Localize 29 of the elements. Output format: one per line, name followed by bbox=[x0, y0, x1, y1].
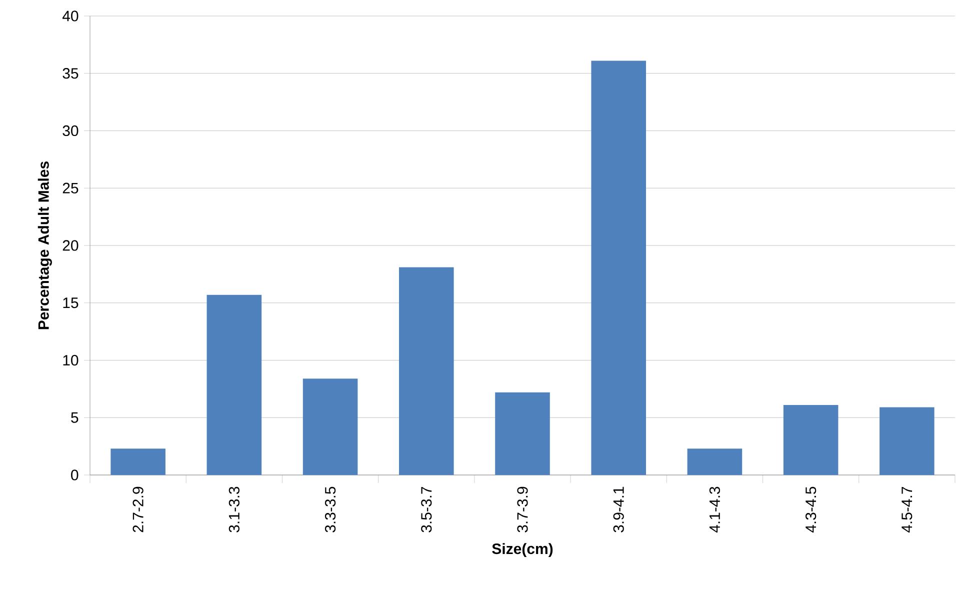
x-axis-title: Size(cm) bbox=[492, 543, 553, 558]
x-tick-label: 2.7-2.9 bbox=[132, 486, 144, 532]
y-tick-label: 10 bbox=[63, 354, 78, 366]
x-tick-label: 3.9-4.1 bbox=[613, 486, 624, 532]
y-tick-label: 20 bbox=[62, 240, 78, 251]
y-tick-label: 25 bbox=[62, 182, 78, 194]
bar bbox=[302, 378, 358, 475]
bar bbox=[880, 407, 934, 475]
bar bbox=[495, 392, 550, 475]
bar bbox=[399, 267, 454, 475]
x-tick-label: 3.1-3.3 bbox=[228, 486, 240, 532]
y-axis-title: Percentage Adult Males bbox=[38, 162, 52, 330]
x-tick-label: 4.1-4.3 bbox=[709, 486, 720, 533]
x-tick-label: 4.3-4.5 bbox=[806, 486, 816, 533]
y-tick-label: 15 bbox=[63, 298, 78, 308]
bar bbox=[110, 448, 166, 475]
x-tick-label: 3.3-3.5 bbox=[324, 486, 336, 532]
y-tick-label: 35 bbox=[62, 68, 78, 79]
bar bbox=[591, 60, 646, 475]
x-tick-label: 3.7-3.9 bbox=[517, 486, 528, 532]
bar bbox=[206, 294, 262, 475]
x-tick-label: 3.5-3.7 bbox=[421, 486, 432, 532]
y-tick-label: 30 bbox=[62, 125, 78, 136]
bar bbox=[783, 404, 838, 475]
x-tick-label: 4.5-4.7 bbox=[902, 486, 912, 533]
y-tick-label: 0 bbox=[71, 470, 78, 480]
y-tick-label: 5 bbox=[71, 412, 78, 423]
bar bbox=[687, 448, 742, 475]
y-tick-label: 40 bbox=[62, 10, 78, 22]
